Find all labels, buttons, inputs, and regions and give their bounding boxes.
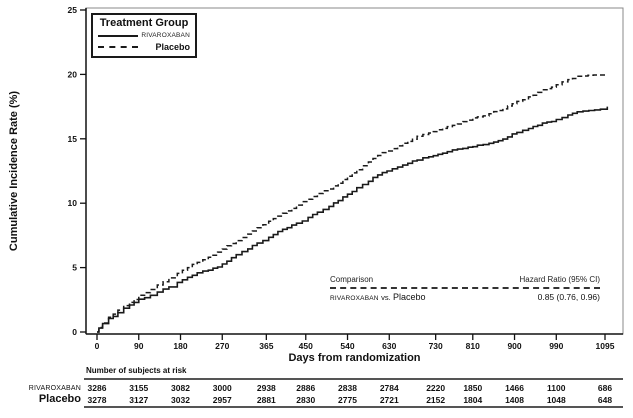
- x-tick-label: 270: [215, 341, 229, 351]
- at-risk-value: 3127: [129, 395, 148, 405]
- at-risk-value: 1408: [505, 395, 524, 405]
- x-tick-label: 90: [134, 341, 144, 351]
- y-tick-label: 15: [68, 134, 78, 144]
- at-risk-value: 2220: [426, 383, 445, 393]
- y-tick-label: 0: [72, 327, 77, 337]
- at-risk-value: 2721: [380, 395, 399, 405]
- legend-item-rivaroxaban: RIVAROXABAN: [98, 32, 190, 39]
- at-risk-value: 686: [598, 383, 612, 393]
- at-risk-value: 3278: [88, 395, 107, 405]
- x-axis-title: Days from randomization: [288, 352, 421, 364]
- legend-label-placebo: Placebo: [155, 42, 190, 52]
- annotation-comparison-label: RIVAROXABAN vs. Placebo: [330, 292, 426, 302]
- y-tick-label: 10: [68, 198, 78, 208]
- at-risk-rule-bottom: [84, 406, 623, 408]
- annotation-header-hazard-ratio: Hazard Ratio (95% CI): [519, 275, 600, 284]
- x-tick-label: 990: [549, 341, 563, 351]
- annotation-hazard-ratio-value: 0.85 (0.76, 0.96): [537, 292, 600, 302]
- at-risk-value: 2775: [338, 395, 357, 405]
- hazard-ratio-annotation: Comparison Hazard Ratio (95% CI) RIVAROX…: [330, 275, 600, 302]
- at-risk-value: 2957: [213, 395, 232, 405]
- curve-placebo: [97, 74, 609, 333]
- at-risk-value: 2838: [338, 383, 357, 393]
- x-tick-label: 1095: [596, 341, 615, 351]
- at-risk-row-label-rivaroxaban: RIVAROXABAN: [28, 385, 81, 392]
- x-tick-label: 730: [429, 341, 443, 351]
- x-tick-label: 900: [507, 341, 521, 351]
- x-tick-label: 365: [259, 341, 273, 351]
- annotation-dashed-divider: [330, 287, 600, 289]
- curve-rivaroxaban: [97, 106, 609, 333]
- at-risk-value: 2881: [257, 395, 276, 405]
- legend-title: Treatment Group: [99, 17, 189, 29]
- annotation-header-comparison: Comparison: [330, 275, 374, 284]
- dashed-line-sample: [98, 46, 138, 48]
- at-risk-rule-top: [84, 378, 623, 380]
- at-risk-value: 1100: [547, 383, 566, 393]
- at-risk-value: 2152: [426, 395, 445, 405]
- at-risk-value: 2886: [296, 383, 315, 393]
- at-risk-value: 1850: [463, 383, 482, 393]
- x-tick-label: 810: [466, 341, 480, 351]
- x-tick-label: 0: [95, 341, 100, 351]
- solid-line-sample: [98, 34, 138, 37]
- at-risk-value: 1804: [463, 395, 482, 405]
- x-tick-label: 180: [173, 341, 187, 351]
- y-tick-label: 25: [68, 5, 78, 15]
- at-risk-value: 1466: [505, 383, 524, 393]
- at-risk-value: 2830: [296, 395, 315, 405]
- at-risk-row-label-placebo: Placebo: [38, 393, 81, 405]
- y-tick-label: 5: [72, 263, 77, 273]
- legend-box: Treatment Group RIVAROXABAN Placebo: [91, 13, 197, 58]
- at-risk-value: 1048: [547, 395, 566, 405]
- x-tick-label: 450: [299, 341, 313, 351]
- legend-item-placebo: Placebo: [98, 42, 190, 52]
- at-risk-value: 3286: [88, 383, 107, 393]
- at-risk-value: 648: [598, 395, 612, 405]
- at-risk-header: Number of subjects at risk: [86, 366, 187, 375]
- at-risk-value: 2784: [380, 383, 399, 393]
- at-risk-value: 3155: [129, 383, 148, 393]
- y-tick-label: 20: [68, 69, 78, 79]
- x-tick-label: 630: [382, 341, 396, 351]
- legend-label-rivaroxaban: RIVAROXABAN: [141, 32, 190, 39]
- at-risk-value: 2938: [257, 383, 276, 393]
- x-tick-label: 540: [340, 341, 354, 351]
- at-risk-value: 3032: [171, 395, 190, 405]
- at-risk-value: 3000: [213, 383, 232, 393]
- at-risk-value: 3082: [171, 383, 190, 393]
